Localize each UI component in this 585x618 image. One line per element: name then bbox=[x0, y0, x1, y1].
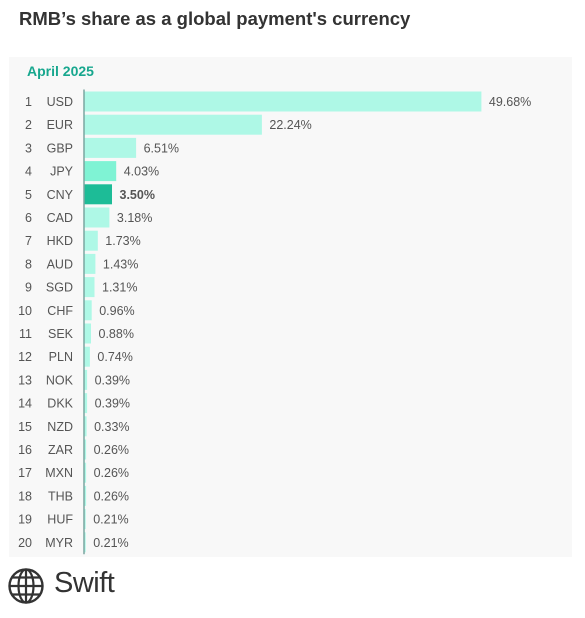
bar-dkk bbox=[84, 393, 88, 414]
category-label: DKK bbox=[47, 397, 73, 411]
bar-nzd bbox=[84, 416, 87, 437]
value-label: 49.68% bbox=[489, 95, 531, 109]
bar-myr bbox=[84, 532, 86, 553]
bar-pln bbox=[84, 346, 90, 367]
value-label: 3.50% bbox=[120, 188, 155, 202]
category-label: GBP bbox=[47, 141, 73, 155]
category-label: CNY bbox=[47, 188, 74, 202]
category-label: MXN bbox=[45, 466, 73, 480]
category-label: SEK bbox=[48, 327, 74, 341]
category-label: AUD bbox=[47, 257, 73, 271]
category-label: CAD bbox=[47, 211, 73, 225]
value-label: 22.24% bbox=[269, 118, 311, 132]
category-label: USD bbox=[47, 95, 73, 109]
rank-label: 3 bbox=[25, 141, 32, 155]
value-label: 0.21% bbox=[93, 513, 128, 527]
rank-label: 13 bbox=[18, 373, 32, 387]
chart-title: RMB’s share as a global payment's curren… bbox=[19, 8, 411, 29]
brand-name: Swift bbox=[54, 567, 115, 599]
bar-jpy bbox=[84, 161, 117, 182]
rank-label: 6 bbox=[25, 211, 32, 225]
category-label: ZAR bbox=[48, 443, 73, 457]
bar-zar bbox=[84, 439, 87, 460]
value-label: 3.18% bbox=[117, 211, 152, 225]
value-label: 0.88% bbox=[99, 327, 134, 341]
value-label: 0.74% bbox=[97, 350, 132, 364]
rank-label: 20 bbox=[18, 536, 32, 550]
rank-label: 16 bbox=[18, 443, 32, 457]
bar-huf bbox=[84, 509, 86, 530]
category-label: HUF bbox=[47, 513, 73, 527]
value-label: 0.26% bbox=[94, 443, 129, 457]
category-label: THB bbox=[48, 489, 73, 503]
value-label: 6.51% bbox=[144, 141, 179, 155]
bar-sek bbox=[84, 323, 91, 344]
value-label: 1.31% bbox=[102, 281, 137, 295]
rank-label: 11 bbox=[19, 327, 32, 341]
rank-label: 5 bbox=[25, 188, 32, 202]
rank-label: 10 bbox=[18, 304, 32, 318]
rank-label: 15 bbox=[18, 420, 32, 434]
value-label: 1.43% bbox=[103, 257, 138, 271]
rank-label: 14 bbox=[18, 397, 32, 411]
bar-gbp bbox=[84, 137, 137, 158]
rank-label: 9 bbox=[25, 281, 32, 295]
rank-label: 1 bbox=[25, 95, 32, 109]
rank-label: 7 bbox=[25, 234, 32, 248]
category-label: PLN bbox=[49, 350, 73, 364]
category-label: HKD bbox=[47, 234, 73, 248]
category-label: CHF bbox=[47, 304, 73, 318]
category-label: NOK bbox=[46, 373, 74, 387]
value-label: 0.21% bbox=[93, 536, 128, 550]
rank-label: 4 bbox=[25, 165, 32, 179]
value-label: 0.39% bbox=[95, 397, 130, 411]
value-label: 0.26% bbox=[94, 489, 129, 503]
rank-label: 12 bbox=[18, 350, 32, 364]
value-label: 4.03% bbox=[124, 165, 159, 179]
swift-logo: Swift bbox=[7, 564, 167, 606]
value-label: 0.39% bbox=[95, 373, 130, 387]
category-label: NZD bbox=[47, 420, 73, 434]
bar-aud bbox=[84, 253, 96, 274]
category-label: JPY bbox=[50, 165, 74, 179]
globe-icon bbox=[8, 568, 44, 604]
category-label: SGD bbox=[46, 281, 73, 295]
bar-sgd bbox=[84, 277, 95, 298]
value-label: 0.33% bbox=[94, 420, 129, 434]
rank-label: 8 bbox=[25, 257, 32, 271]
bar-chf bbox=[84, 300, 92, 321]
bar-usd bbox=[84, 91, 482, 112]
rank-label: 17 bbox=[18, 466, 32, 480]
bar-cny bbox=[84, 184, 112, 205]
category-label: MYR bbox=[45, 536, 73, 550]
value-label: 1.73% bbox=[105, 234, 140, 248]
bar-thb bbox=[84, 485, 87, 506]
bar-eur bbox=[84, 114, 262, 135]
rank-label: 18 bbox=[18, 489, 32, 503]
chart-subtitle: April 2025 bbox=[27, 63, 94, 79]
bar-hkd bbox=[84, 230, 98, 251]
bar-nok bbox=[84, 369, 88, 390]
category-label: EUR bbox=[47, 118, 73, 132]
value-label: 0.96% bbox=[99, 304, 134, 318]
bar-cad bbox=[84, 207, 110, 228]
value-label: 0.26% bbox=[94, 466, 129, 480]
rank-label: 19 bbox=[18, 513, 32, 527]
bar-mxn bbox=[84, 462, 87, 483]
rank-label: 2 bbox=[25, 118, 32, 132]
